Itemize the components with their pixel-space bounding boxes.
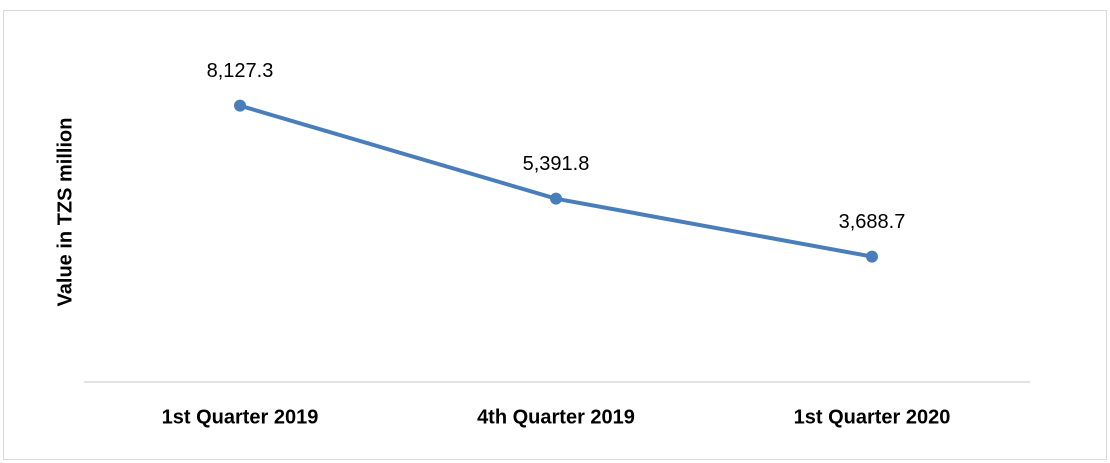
x-tick-label: 1st Quarter 2020 bbox=[794, 406, 951, 428]
y-axis-label: Value in TZS million bbox=[54, 118, 76, 307]
x-tick-label: 4th Quarter 2019 bbox=[477, 406, 635, 428]
data-label: 8,127.3 bbox=[207, 60, 274, 82]
point bbox=[234, 99, 246, 112]
data-label: 3,688.7 bbox=[839, 211, 906, 233]
point bbox=[550, 192, 562, 205]
x-tick-label: 1st Quarter 2019 bbox=[162, 406, 319, 428]
chart-border bbox=[3, 10, 1107, 460]
point bbox=[866, 250, 878, 263]
data-label: 5,391.8 bbox=[523, 153, 590, 175]
